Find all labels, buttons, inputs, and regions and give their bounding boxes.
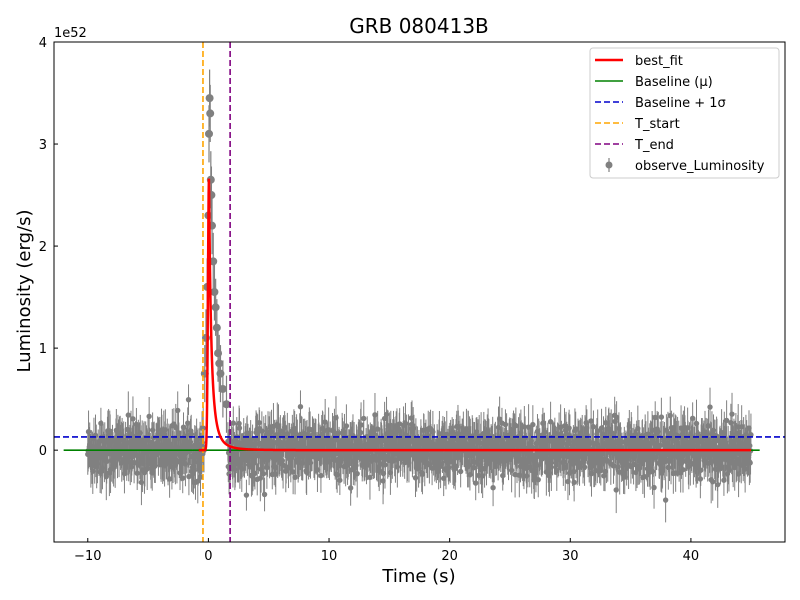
y-tick-label: 4 [39,36,47,51]
data-point [205,129,214,138]
data-point [197,474,204,480]
data-point [530,421,536,428]
data-point [134,470,140,476]
data-point [715,481,721,488]
data-point [581,464,588,470]
data-point [354,470,360,477]
data-point [215,359,224,368]
data-point [175,407,181,414]
data-point [680,466,686,473]
data-point [146,413,152,420]
data-point [723,417,730,424]
chart-title: GRB 080413B [349,14,489,38]
data-point [535,476,541,483]
legend-label: best_fit [635,54,683,69]
best-fit-curve [198,178,751,452]
y-tick-label: 3 [39,138,47,153]
data-point [243,492,250,498]
x-tick-label: 10 [321,549,338,564]
legend: best_fit Baseline (μ) Baseline + 1σ T_start… [589,47,780,179]
data-point [222,400,231,409]
y-scale-label: 1e52 [54,26,87,41]
data-point [257,475,264,481]
y-tick-label: 1 [39,342,47,357]
x-tick-label: 0 [204,549,212,564]
x-tick-label: 30 [562,549,579,564]
data-point [125,412,132,418]
data-point [658,414,665,420]
data-point [261,491,268,498]
data-point [651,484,657,491]
data-point [206,109,215,118]
data-point [210,288,219,296]
data-point [212,323,221,332]
data-point [729,411,735,417]
legend-label: T_end [634,138,674,153]
data-point [185,420,191,426]
x-axis-label: Time (s) [381,566,455,587]
x-tick-label: −10 [74,549,101,564]
data-point [343,423,350,429]
data-point [188,431,194,437]
legend-box [589,47,780,179]
legend-label: Baseline + 1σ [635,96,726,111]
legend-label: observe_Luminosity [635,159,765,174]
data-point [473,480,479,486]
x-tick-label: 40 [683,549,700,564]
data-point [180,475,186,481]
data-point [205,94,214,103]
data-point [347,485,354,491]
data-point [252,470,258,477]
legend-label: Baseline (μ) [635,75,713,90]
plot-area [54,42,785,542]
y-tick-label: 2 [39,240,47,255]
data-point [594,428,601,434]
y-tick-label: 0 [39,444,47,459]
data-point [358,422,364,428]
data-point [260,471,267,477]
data-point [218,384,227,393]
data-point [185,396,192,403]
axes-frame [53,41,786,543]
data-point [216,369,225,378]
data-point [318,472,324,479]
data-point [361,415,367,422]
data-point [297,404,304,410]
data-point [322,419,328,425]
y-axis-label: Luminosity (erg/s) [14,210,35,373]
axes: −10 0 10 20 30 40 0 1 2 3 4 [39,36,786,564]
data-point [230,420,237,426]
data-point [662,497,669,503]
data-point [490,484,496,491]
x-tick-label: 20 [441,549,458,564]
data-point [279,457,286,464]
data-point [211,303,220,312]
data-point [710,479,716,485]
legend-label: T_start [634,117,680,132]
data-point [571,479,577,486]
legend-marker [605,161,613,169]
data-point [457,468,464,475]
data-point [186,473,192,480]
data-point [707,404,713,410]
plot-inner [54,42,785,542]
data-point [698,467,704,473]
